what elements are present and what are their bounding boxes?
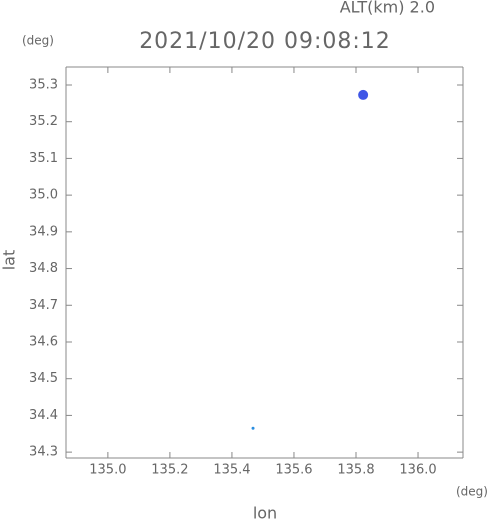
x-tick-label: 135.4 [213,463,250,478]
y-tick-label: 35.0 [29,188,58,203]
x-tick-label: 135.0 [89,463,126,478]
y-tick-label: 34.9 [29,224,58,239]
x-tick-label: 135.2 [151,463,188,478]
y-tick-label: 35.2 [29,114,58,129]
plot-frame [65,66,464,459]
x-tick-label: 136.0 [399,463,436,478]
point [358,89,369,100]
y-tick-label: 34.4 [29,408,58,423]
y-tick-label: 35.3 [29,77,58,92]
y-tick-label: 34.3 [29,445,58,460]
x-unit: (deg) [456,485,488,499]
y-tick-label: 34.8 [29,261,58,276]
y-tick-label: 34.6 [29,334,58,349]
y-axis-label: lat [0,250,19,271]
x-axis-label: lon [253,504,277,521]
x-tick-label: 135.6 [275,463,312,478]
point [251,426,255,430]
y-tick-label: 34.7 [29,298,58,313]
altitude-annotation: ALT(km) 2.0 [340,0,435,17]
chart-title: 2021/10/20 09:08:12 [139,29,391,54]
y-tick-label: 35.1 [29,151,58,166]
x-tick-label: 135.8 [337,463,374,478]
y-tick-label: 34.5 [29,371,58,386]
y-unit: (deg) [22,34,54,48]
